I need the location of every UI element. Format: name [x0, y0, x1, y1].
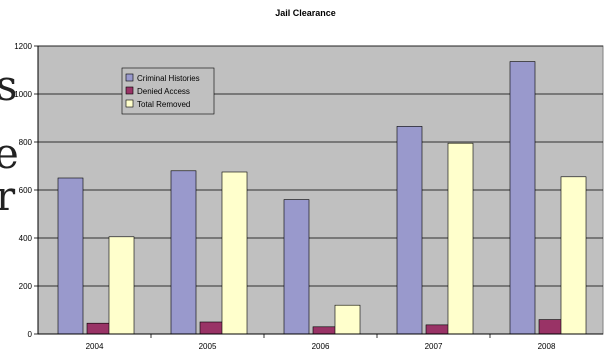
bar-denied-access	[425, 324, 452, 335]
bar-total-removed	[447, 142, 474, 335]
y-tick-label: 200	[19, 282, 33, 291]
x-tick-label: 2008	[538, 342, 556, 351]
legend-label: Total Removed	[137, 100, 190, 109]
x-tick-label: 2005	[199, 342, 217, 351]
y-tick-label: 600	[19, 186, 33, 195]
x-axis-ticks: 2004 2005 2006 2007 2008	[86, 334, 556, 351]
bar-total-removed	[108, 236, 135, 335]
bars	[57, 61, 587, 335]
y-tick-label: 0	[28, 330, 33, 339]
bar-total-removed	[221, 171, 248, 335]
chart-title: Jail Clearance	[275, 8, 336, 18]
background-glyphs: ser	[0, 61, 19, 220]
legend-label: Denied Access	[137, 87, 190, 96]
legend: Criminal Histories Denied Access Total Rem…	[121, 67, 215, 115]
x-tick-label: 2007	[425, 342, 443, 351]
background-glyph: e	[0, 129, 19, 178]
bar-criminal-histories	[170, 170, 197, 335]
bar-denied-access	[86, 322, 113, 335]
bar-denied-access	[312, 326, 339, 335]
y-tick-label: 800	[19, 138, 33, 147]
x-tick-label: 2004	[86, 342, 104, 351]
background-glyph: s	[0, 61, 18, 110]
background-glyph: r	[0, 174, 16, 220]
legend-swatch	[125, 86, 134, 95]
legend-swatch	[125, 99, 134, 108]
bar-criminal-histories	[57, 177, 84, 335]
y-axis-ticks: 0 200 400 600 800 1000 1200	[14, 42, 38, 339]
legend-label: Criminal Histories	[137, 74, 200, 83]
bar-total-removed	[560, 176, 587, 335]
x-tick-label: 2006	[312, 342, 330, 351]
bar-denied-access	[199, 321, 226, 335]
bar-total-removed	[334, 304, 361, 335]
bar-criminal-histories	[509, 61, 536, 335]
y-tick-label: 1000	[14, 90, 32, 99]
bar-criminal-histories	[283, 199, 310, 335]
y-tick-label: 400	[19, 234, 33, 243]
bar-denied-access	[538, 319, 565, 335]
bar-criminal-histories	[396, 126, 423, 335]
legend-box	[121, 67, 215, 115]
legend-swatch	[125, 73, 134, 82]
y-tick-label: 1200	[14, 42, 32, 51]
